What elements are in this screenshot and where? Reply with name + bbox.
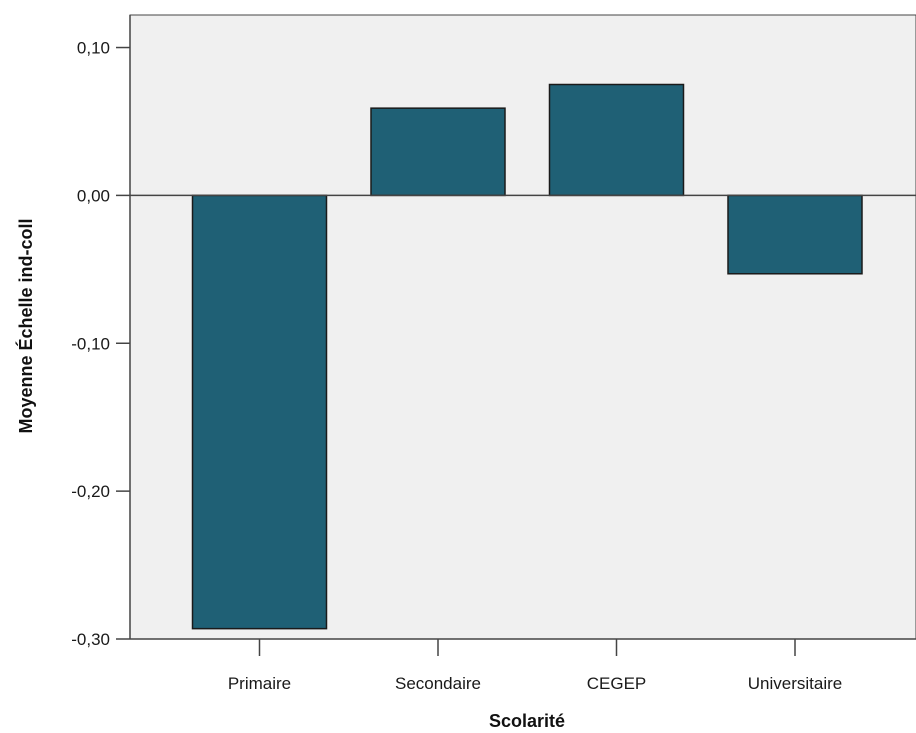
y-tick-label: -0,30 <box>71 630 110 649</box>
bars-group <box>191 83 863 630</box>
x-tick-label: Universitaire <box>748 674 842 693</box>
y-tick-label: -0,10 <box>71 334 110 353</box>
y-tick-label: 0,10 <box>77 39 110 58</box>
bar-universitaire <box>727 194 863 275</box>
y-axis-title: Moyenne Échelle ind-coll <box>15 218 36 433</box>
y-tick-label: 0,00 <box>77 186 110 205</box>
y-ticks-group: 0,10 0,00 -0,10 -0,20 -0,30 <box>71 39 130 649</box>
bar-cegep <box>548 83 685 197</box>
x-ticks-group: Primaire Secondaire CEGEP Universitaire <box>228 639 842 693</box>
bar-primaire <box>191 194 328 630</box>
x-tick-label: Secondaire <box>395 674 481 693</box>
x-tick-label: CEGEP <box>587 674 647 693</box>
bar-secondaire <box>370 107 506 197</box>
x-tick-label: Primaire <box>228 674 291 693</box>
y-tick-label: -0,20 <box>71 482 110 501</box>
x-axis-title: Scolarité <box>489 711 565 731</box>
